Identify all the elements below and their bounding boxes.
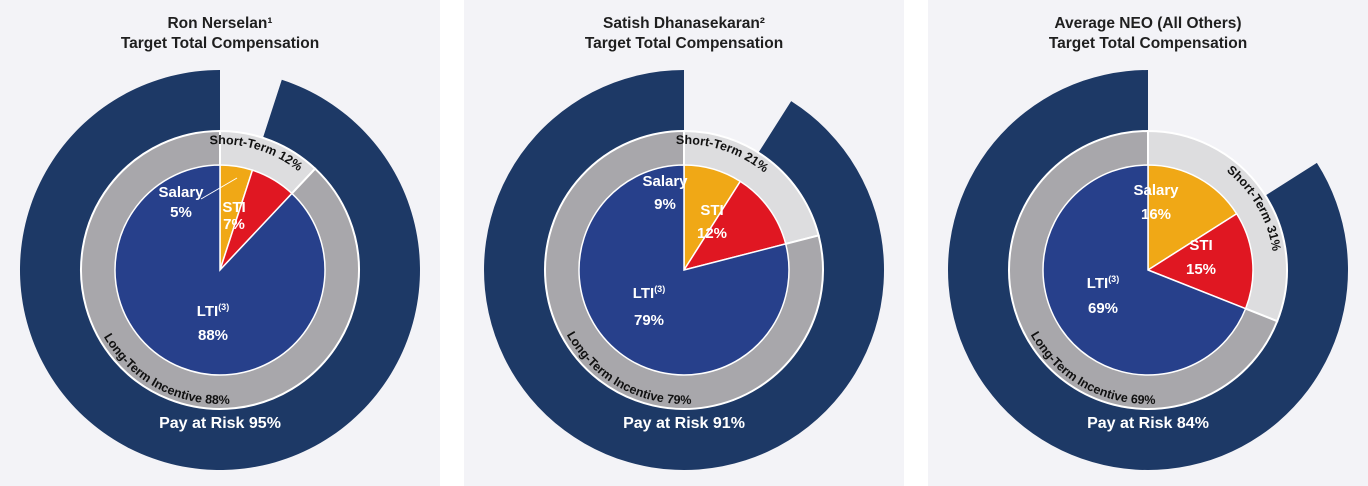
- salary-value: 5%: [170, 204, 192, 221]
- sti-label: STI: [700, 202, 723, 219]
- chart-panel-satish-dhanasekaran: Satish Dhanasekaran² Target Total Compen…: [464, 0, 904, 486]
- sti-value: 15%: [1186, 261, 1216, 278]
- lti-value: 79%: [634, 312, 664, 329]
- sti-slice: [1146, 212, 1254, 310]
- chart-title: Ron Nerselan¹ Target Total Compensation: [0, 14, 440, 54]
- chart-panel-ron-nerselan: Ron Nerselan¹ Target Total Compensation …: [0, 0, 440, 486]
- sti-value: 12%: [697, 225, 727, 242]
- sti-label: STI: [1189, 237, 1212, 254]
- salary-slice: [1147, 164, 1238, 272]
- sti-label: STI: [222, 199, 245, 216]
- chart-title: Average NEO (All Others) Target Total Co…: [928, 14, 1368, 54]
- salary-leader-line: [200, 177, 238, 200]
- salary-label: Salary: [1133, 182, 1179, 199]
- chart-title-line-2: Target Total Compensation: [584, 35, 784, 52]
- chart-title-line-1: Ron Nerselan¹: [167, 15, 273, 32]
- chart-title-line-2: Target Total Compensation: [1048, 35, 1248, 52]
- chart-panel-average-neo: Average NEO (All Others) Target Total Co…: [928, 0, 1368, 486]
- pay-at-risk-label: Pay at Risk 95%: [159, 415, 281, 432]
- lti-value: 69%: [1088, 300, 1118, 317]
- salary-value: 16%: [1141, 206, 1171, 223]
- salary-label: Salary: [642, 173, 688, 190]
- chart-title: Satish Dhanasekaran² Target Total Compen…: [464, 14, 904, 54]
- pay-at-risk-label: Pay at Risk 84%: [1087, 415, 1209, 432]
- lti-value: 88%: [198, 327, 228, 344]
- lti-footnote: (3): [654, 284, 665, 294]
- lti-footnote: (3): [1108, 274, 1119, 284]
- salary-label: Salary: [158, 184, 204, 201]
- salary-value: 9%: [654, 196, 676, 213]
- lti-slice: [1042, 164, 1247, 376]
- sti-slice: [682, 180, 787, 272]
- lti-slice: [114, 164, 326, 376]
- lti-slice: [578, 164, 790, 376]
- chart-title-line-1: Average NEO (All Others): [1054, 15, 1242, 32]
- lti-footnote: (3): [218, 302, 229, 312]
- chart-title-line-2: Target Total Compensation: [120, 35, 320, 52]
- sti-value: 7%: [223, 216, 245, 233]
- pay-at-risk-label: Pay at Risk 91%: [623, 415, 745, 432]
- chart-title-line-1: Satish Dhanasekaran²: [603, 15, 765, 32]
